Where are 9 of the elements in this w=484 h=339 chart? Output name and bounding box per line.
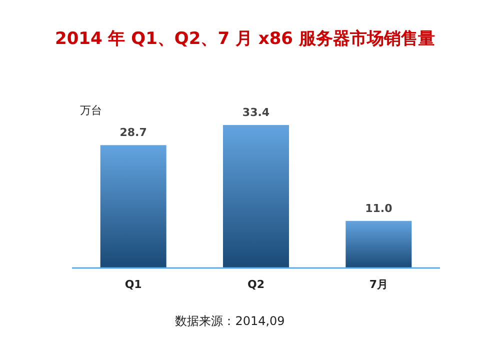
annotation: 数据来源：2014,09 (175, 314, 285, 328)
data-label: 28.7 (120, 126, 147, 140)
title: 2014 年 Q1、Q2、7 月 x86 服务器市场销售量 (55, 29, 435, 49)
data-label: 11.0 (365, 202, 392, 215)
category-label: Q1 (124, 278, 142, 291)
data-label: 33.4 (242, 106, 270, 120)
category-label: Q2 (248, 278, 264, 291)
category-label: 7月 (369, 278, 388, 291)
ylabel: 万台 (80, 104, 102, 117)
